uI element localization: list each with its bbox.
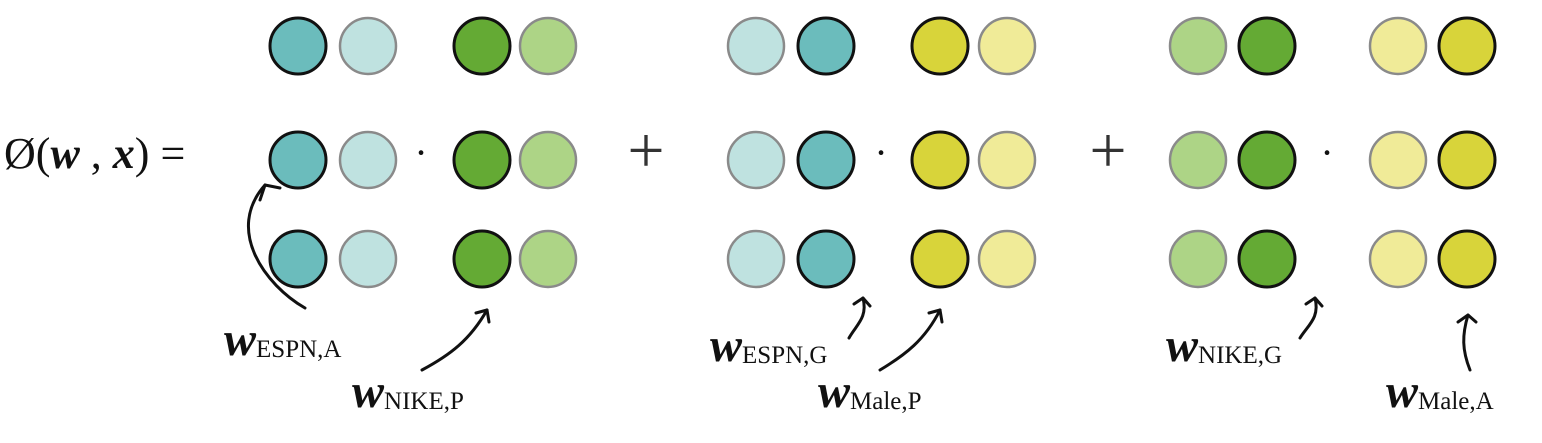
circle-teal-r2-c0 [268,229,328,289]
dot-operator-1: · [414,130,427,175]
label-w-symbol: w [1166,319,1199,372]
dot-operator-2: · [874,130,887,175]
label-w-male-p: wMale,P [818,364,922,419]
arrow-male-p [878,308,944,372]
circle-yellow-light-r0-c7 [977,16,1037,76]
circle-yellow-light-r1-c7 [977,130,1037,190]
circle-green-r2-c2 [452,229,512,289]
circle-teal-light-r2-c1 [338,229,398,289]
circle-teal-light-r0-c4 [726,16,786,76]
formula-lhs: Ø(w , x) = [4,128,185,179]
circle-green-r0-c9 [1237,16,1297,76]
circle-green-light-r1-c3 [518,130,578,190]
arrow-nike-g [1298,296,1324,340]
circle-yellow-r0-c11 [1437,16,1497,76]
circle-teal-r2-c5 [796,229,856,289]
label-w-symbol: w [818,365,851,418]
label-subscript: Male,A [1418,388,1494,415]
circle-teal-r0-c0 [268,16,328,76]
label-w-nike-p: wNIKE,P [352,364,464,419]
circle-teal-r0-c5 [796,16,856,76]
circle-green-light-r0-c8 [1168,16,1228,76]
label-subscript: ESPN,G [742,342,828,369]
plus-operator-2: + [1089,114,1126,187]
close-paren: ) [134,129,150,178]
label-subscript: NIKE,P [384,388,464,415]
circle-yellow-light-r0-c10 [1368,16,1428,76]
circle-teal-r1-c0 [268,130,328,190]
circles-layer [268,16,1497,289]
label-w-male-a: wMale,A [1386,364,1494,419]
circle-green-light-r0-c3 [518,16,578,76]
circle-yellow-light-r2-c10 [1368,229,1428,289]
circle-green-light-r2-c3 [518,229,578,289]
arrow-male-a [1456,313,1478,372]
arrows-layer [246,183,1478,372]
operators-layer: · · · + + [414,114,1333,187]
circle-teal-light-r2-c4 [726,229,786,289]
circle-green-r1-c2 [452,130,512,190]
circle-yellow-r1-c6 [910,130,970,190]
circle-green-r1-c9 [1237,130,1297,190]
label-w-espn-a: wESPN,A [224,312,341,367]
circle-teal-light-r1-c4 [726,130,786,190]
label-subscript: Male,P [850,388,922,415]
label-w-espn-g: wESPN,G [710,318,827,373]
label-w-symbol: w [224,313,257,366]
circle-yellow-light-r1-c10 [1368,130,1428,190]
circle-yellow-r1-c11 [1437,130,1497,190]
circle-yellow-r2-c11 [1437,229,1497,289]
label-subscript: ESPN,A [256,336,342,363]
arrow-espn-g [847,296,872,340]
circle-teal-r1-c5 [796,130,856,190]
formula-w: w [50,129,80,178]
open-paren: ( [35,129,51,178]
equals-sign: = [149,129,186,178]
circle-green-light-r2-c8 [1168,229,1228,289]
circle-green-light-r1-c8 [1168,130,1228,190]
circle-teal-light-r0-c1 [338,16,398,76]
circle-yellow-r2-c6 [910,229,970,289]
plus-operator-1: + [627,114,664,187]
arrow-nike-p [420,308,491,372]
circle-yellow-r0-c6 [910,16,970,76]
circle-green-r0-c2 [452,16,512,76]
label-subscript: NIKE,G [1198,342,1283,369]
formula-comma: , [79,129,113,178]
label-w-symbol: w [352,365,385,418]
label-w-nike-g: wNIKE,G [1166,318,1282,373]
circle-yellow-light-r2-c7 [977,229,1037,289]
label-w-symbol: w [1386,365,1419,418]
circle-teal-light-r1-c1 [338,130,398,190]
arrow-espn-a [246,183,307,310]
label-w-symbol: w [710,319,743,372]
circle-green-r2-c9 [1237,229,1297,289]
dot-operator-3: · [1320,130,1333,175]
phi-symbol: Ø [4,129,36,178]
formula-x: x [112,129,135,178]
